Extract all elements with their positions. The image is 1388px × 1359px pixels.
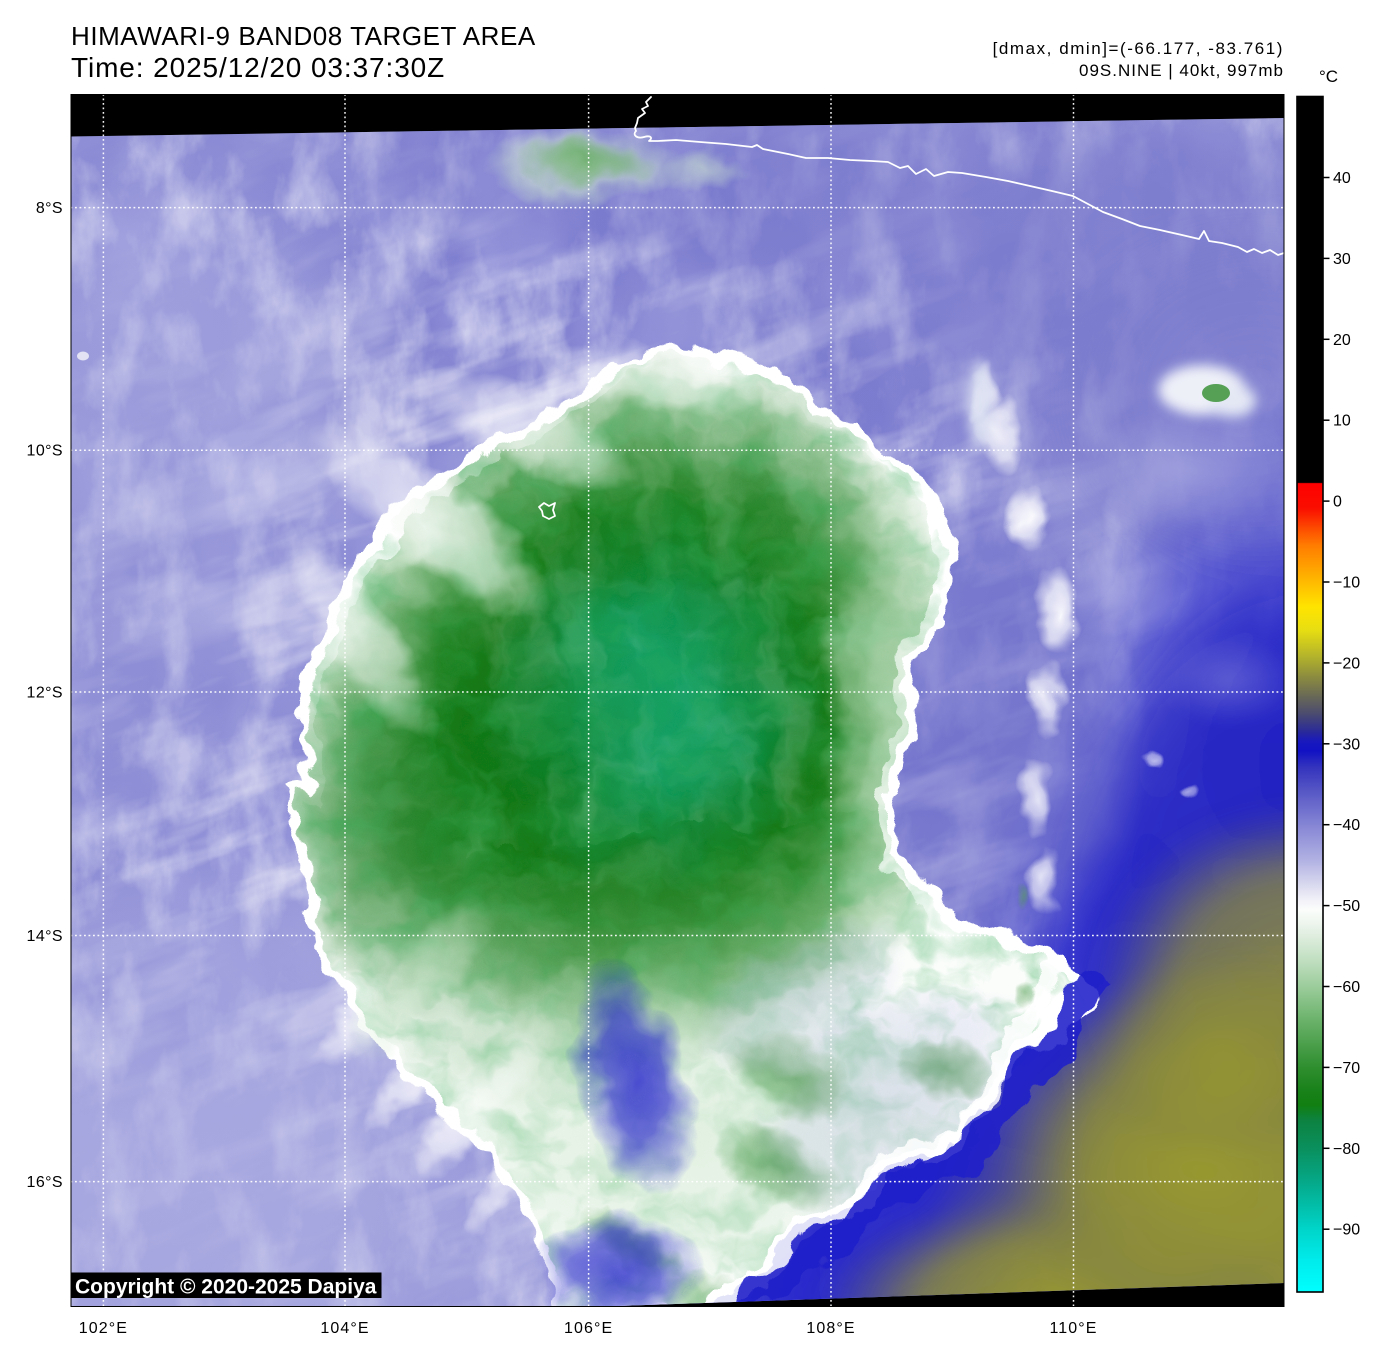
svg-text:[dmax, dmin]=(-66.177, -83.761: [dmax, dmin]=(-66.177, -83.761)	[993, 39, 1284, 58]
svg-text:−70: −70	[1333, 1060, 1360, 1077]
svg-text:12°S: 12°S	[27, 685, 63, 702]
svg-text:40: 40	[1333, 170, 1351, 187]
svg-text:8°S: 8°S	[36, 200, 63, 217]
svg-text:108°E: 108°E	[806, 1320, 855, 1337]
svg-text:−50: −50	[1333, 898, 1360, 915]
svg-text:Copyright © 2020-2025 Dapiya: Copyright © 2020-2025 Dapiya	[75, 1276, 377, 1299]
svg-text:09S.NINE | 40kt, 997mb: 09S.NINE | 40kt, 997mb	[1079, 61, 1284, 80]
svg-text:102°E: 102°E	[79, 1320, 128, 1337]
svg-text:20: 20	[1333, 332, 1351, 349]
svg-text:−90: −90	[1333, 1222, 1360, 1239]
svg-text:0: 0	[1333, 494, 1342, 511]
svg-text:°C: °C	[1319, 67, 1338, 86]
svg-text:10°S: 10°S	[27, 443, 63, 460]
svg-text:−60: −60	[1333, 979, 1360, 996]
svg-text:106°E: 106°E	[564, 1320, 613, 1337]
svg-text:16°S: 16°S	[27, 1174, 63, 1191]
svg-text:−80: −80	[1333, 1141, 1360, 1158]
svg-text:110°E: 110°E	[1049, 1320, 1097, 1337]
svg-text:30: 30	[1333, 251, 1351, 268]
svg-text:−10: −10	[1333, 575, 1360, 592]
svg-text:−20: −20	[1333, 655, 1360, 672]
svg-text:−40: −40	[1333, 817, 1360, 834]
svg-text:HIMAWARI-9 BAND08 TARGET AREA: HIMAWARI-9 BAND08 TARGET AREA	[71, 21, 536, 51]
svg-text:104°E: 104°E	[320, 1320, 369, 1337]
svg-text:−30: −30	[1333, 736, 1360, 753]
svg-text:14°S: 14°S	[27, 928, 63, 945]
svg-text:10: 10	[1333, 413, 1351, 430]
svg-text:Time: 2025/12/20 03:37:30Z: Time: 2025/12/20 03:37:30Z	[71, 52, 445, 83]
